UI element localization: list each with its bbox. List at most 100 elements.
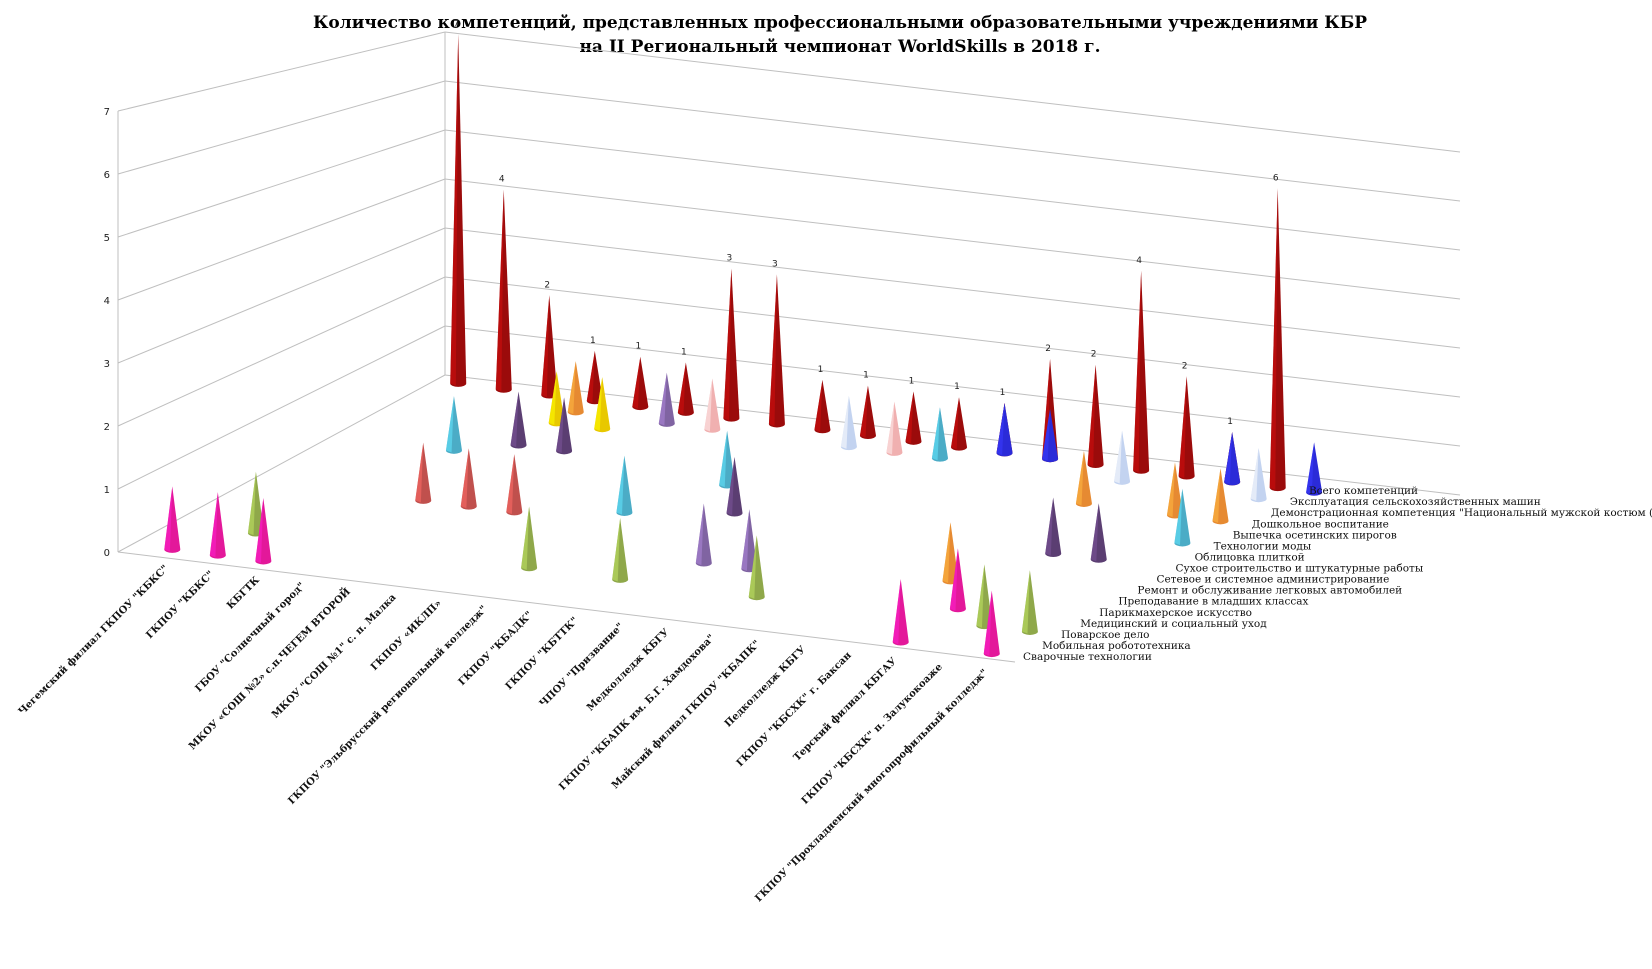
cone-series-14-cat-18 bbox=[1250, 447, 1267, 503]
series-label: Технологии моды bbox=[1214, 540, 1312, 552]
series-label: Всего компетенций bbox=[1309, 485, 1418, 497]
cone-series-15-cat-7: 3 bbox=[768, 259, 785, 428]
cone-series-0-cat-2 bbox=[255, 497, 272, 565]
series-label: Дошкольное воспитание bbox=[1252, 518, 1389, 530]
data-label: 1 bbox=[818, 365, 824, 375]
y-tick-label: 2 bbox=[104, 422, 110, 433]
cone-series-15-cat-10: 1 bbox=[905, 376, 922, 445]
category-label: ЧПОУ "Призвание" bbox=[538, 621, 626, 709]
data-label: 2 bbox=[544, 280, 550, 290]
cone-series-13-cat-3 bbox=[548, 371, 565, 427]
cone-series-11-cat-3 bbox=[510, 391, 527, 449]
cone-series-7-cat-7 bbox=[616, 455, 633, 516]
series-label: Сварочные технологии bbox=[1023, 651, 1152, 663]
cone-series-15-cat-18: 6 bbox=[1269, 173, 1286, 492]
cone-series-15-cat-15: 4 bbox=[1133, 256, 1150, 474]
data-label: 6 bbox=[1273, 173, 1279, 183]
y-tick-label: 3 bbox=[104, 359, 110, 370]
y-tick-label: 6 bbox=[104, 170, 110, 181]
gridline-left-3 bbox=[117, 227, 446, 364]
gridline-back-5 bbox=[444, 129, 1461, 251]
cone-series-10-cat-8 bbox=[719, 430, 736, 489]
gridline-left-0 bbox=[117, 374, 446, 553]
cone-series-8-cat-9 bbox=[726, 456, 743, 517]
cone-series-6-cat-4 bbox=[460, 448, 477, 510]
y-tick-label: 1 bbox=[104, 485, 110, 496]
y-tick-label: 4 bbox=[104, 296, 110, 307]
cone-series-2-cat-9 bbox=[612, 518, 629, 583]
cone-series-3-cat-16 bbox=[949, 548, 966, 613]
cone-series-2-cat-18 bbox=[1021, 570, 1038, 635]
gridline-left-1 bbox=[117, 325, 446, 490]
data-label: 1 bbox=[1227, 417, 1233, 427]
cone-series-8-cat-16 bbox=[1045, 497, 1062, 557]
data-label: 1 bbox=[635, 342, 641, 352]
cone-extra-cat-11 bbox=[931, 407, 948, 462]
series-label: Выпечка осетинских пирогов bbox=[1233, 529, 1397, 541]
series-label: Преподавание в младших классах bbox=[1118, 596, 1308, 608]
category-label: КБГТК bbox=[225, 575, 262, 612]
cone-extra-cat-6 bbox=[704, 378, 721, 433]
data-label: 2 bbox=[1091, 350, 1097, 360]
floor-front-edge bbox=[117, 551, 1016, 663]
cone-extra-cat-3 bbox=[567, 361, 584, 416]
data-label: 4 bbox=[499, 175, 505, 185]
gridline-back-2 bbox=[444, 276, 1461, 398]
cone-series-15-cat-5: 1 bbox=[677, 347, 694, 416]
cone-extra-cat-12 bbox=[996, 403, 1013, 457]
series-label: Парикмахерское искусство bbox=[1099, 607, 1252, 619]
cone-extra-cat-5 bbox=[658, 372, 675, 427]
gridlines bbox=[117, 31, 1461, 663]
category-label: ГБОУ "Солнечный город" bbox=[193, 581, 307, 695]
data-label: 1 bbox=[909, 376, 915, 386]
chart-title-line1: Количество компетенций, представленных п… bbox=[313, 13, 1367, 33]
gridline-back-0 bbox=[444, 374, 1461, 496]
cone-series-10-cat-18 bbox=[1174, 488, 1191, 547]
gridline-left-4 bbox=[117, 178, 446, 301]
cone-extra-cat-13 bbox=[1042, 408, 1059, 463]
cone-series-4-cat-11 bbox=[741, 509, 758, 573]
category-label: ГКПОУ "Прохладненский многопрофильный ко… bbox=[753, 667, 990, 904]
data-label: 1 bbox=[954, 382, 960, 392]
cone-series-0-cat-1 bbox=[209, 492, 226, 559]
series-label: Сухое строительство и штукатурные работы bbox=[1176, 563, 1424, 575]
cone-series-15-cat-0: 7 bbox=[450, 19, 467, 387]
data-label: 7 bbox=[453, 19, 459, 29]
cone-extra-cat-18 bbox=[1306, 442, 1323, 496]
category-axis: Чегемский филиал ГКПОУ "КБКС"ГКПОУ "КБКС… bbox=[17, 563, 991, 904]
plot-area: 7 4 2 1 1 1 3 3 1 1 1 1 1 2 2 4 2 1 6 bbox=[164, 19, 1323, 658]
cone-extra-cat-17 bbox=[1224, 431, 1241, 486]
category-label: Терский филиал КБГАУ bbox=[792, 656, 900, 764]
cone-series-15-cat-4: 1 bbox=[632, 342, 649, 411]
cone-series-14-cat-15 bbox=[1114, 430, 1131, 485]
gridline-left-5 bbox=[117, 129, 446, 238]
y-tick-label: 0 bbox=[104, 548, 110, 559]
gridline-left-2 bbox=[117, 276, 446, 427]
gridline-back-1 bbox=[444, 325, 1461, 447]
chart-title-line2: на II Региональный чемпионат WorldSkills… bbox=[579, 37, 1100, 57]
cone-series-15-cat-3: 1 bbox=[586, 336, 603, 405]
series-label: Поварское дело bbox=[1061, 629, 1149, 641]
category-label: Чегемский филиал ГКПОУ "КБКС" bbox=[17, 563, 171, 717]
data-label: 1 bbox=[1000, 388, 1006, 398]
cone-series-15-cat-11: 1 bbox=[951, 382, 968, 451]
cone-series-0-cat-18 bbox=[983, 590, 1000, 658]
data-label: 3 bbox=[727, 254, 733, 264]
y-axis: 0 1 2 3 4 5 6 7 bbox=[104, 107, 110, 559]
category-label: ГКПОУ "КБСХК" г. Баксан bbox=[735, 650, 854, 769]
cone-series-8-cat-17 bbox=[1090, 503, 1107, 563]
cone-series-11-cat-4 bbox=[556, 397, 573, 455]
cone-series-6-cat-3 bbox=[415, 442, 432, 504]
cone-series-15-cat-16: 2 bbox=[1178, 361, 1195, 480]
cone-series-0-cat-0 bbox=[164, 486, 181, 553]
cone-series-15-cat-9: 1 bbox=[859, 371, 876, 440]
cone-series-2-cat-12 bbox=[748, 535, 765, 601]
cone-series-15-cat-14: 2 bbox=[1087, 350, 1104, 468]
y-tick-label: 5 bbox=[104, 233, 110, 244]
data-label: 4 bbox=[1136, 256, 1142, 266]
series-label: Эксплуатация сельскохозяйственных машин bbox=[1290, 496, 1541, 508]
cone-series-15-cat-8: 1 bbox=[814, 365, 831, 434]
data-label: 1 bbox=[863, 371, 869, 381]
